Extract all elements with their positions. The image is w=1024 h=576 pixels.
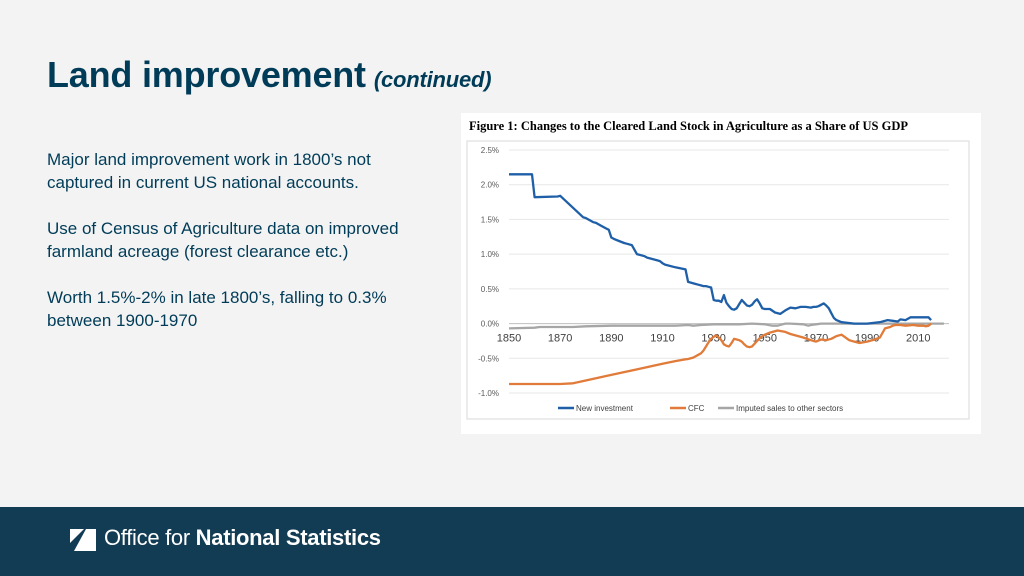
legend-label: CFC xyxy=(688,404,705,413)
body-paragraph: Worth 1.5%-2% in late 1800’s, falling to… xyxy=(47,288,387,330)
x-tick-label: 1870 xyxy=(548,333,572,345)
series-line-new-investment xyxy=(509,173,932,325)
ons-logo-text: Office for National Statistics xyxy=(104,525,381,551)
x-tick-label: 1930 xyxy=(701,333,725,345)
x-tick-label: 1950 xyxy=(753,333,777,345)
body-paragraph: Major land improvement work in 1800’s no… xyxy=(47,150,371,192)
slide-body: Major land improvement work in 1800’s no… xyxy=(47,148,407,355)
y-tick-label: -0.5% xyxy=(478,354,499,363)
ons-logo-icon xyxy=(70,529,96,551)
y-tick-label: 0.5% xyxy=(481,285,499,294)
x-tick-label: 1910 xyxy=(650,333,674,345)
line-chart: 2.5% 2.0% 1.5% 1.0% 0.5% 0.0% -0.5% -1.0% 1850 18… xyxy=(466,140,970,420)
y-tick-label: 1.5% xyxy=(481,215,499,224)
y-tick-label: 2.0% xyxy=(481,181,499,190)
y-tick-label: 0.0% xyxy=(481,320,499,329)
y-tick-label: -1.0% xyxy=(478,389,499,398)
legend-label: New investment xyxy=(576,404,634,413)
footer-bar: Office for National Statistics xyxy=(0,507,1024,576)
x-tick-label: 1970 xyxy=(804,333,828,345)
logo-text-bold: National Statistics xyxy=(195,525,381,550)
legend-label: Imputed sales to other sectors xyxy=(736,404,843,413)
series-line-imputed-sales-to-other-sectors xyxy=(508,322,944,330)
slide-title-suffix: (continued) xyxy=(373,67,492,92)
slide-title: Land improvement (continued) xyxy=(47,54,492,96)
slide-title-main: Land improvement xyxy=(47,54,366,95)
x-tick-label: 2010 xyxy=(906,333,930,345)
plot-frame xyxy=(466,140,970,420)
logo-text-light: Office for xyxy=(104,525,190,550)
y-tick-label: 1.0% xyxy=(481,250,499,259)
x-tick-label: 1890 xyxy=(599,333,623,345)
chart-figure: Figure 1: Changes to the Cleared Land St… xyxy=(461,113,981,434)
body-paragraph: Use of Census of Agriculture data on imp… xyxy=(47,219,399,261)
chart-title: Figure 1: Changes to the Cleared Land St… xyxy=(469,119,909,133)
y-tick-label: 2.5% xyxy=(481,146,499,155)
x-tick-label: 1850 xyxy=(497,333,521,345)
series-line-cfc xyxy=(509,322,932,386)
ons-logo[interactable]: Office for National Statistics xyxy=(70,525,381,551)
